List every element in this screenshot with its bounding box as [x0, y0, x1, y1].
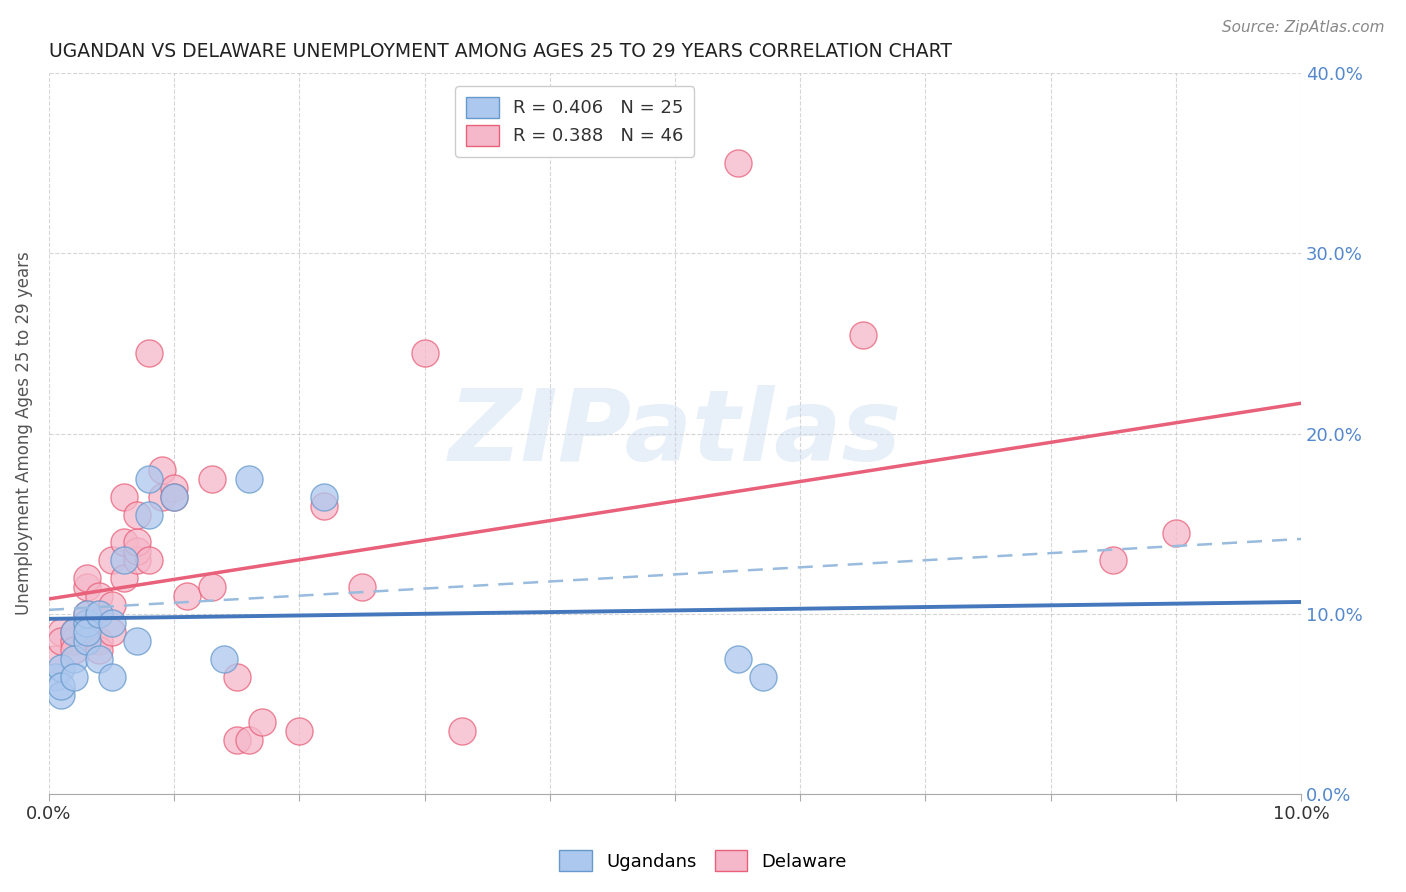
Point: [150, 462, 173, 476]
Point: [44, 670, 66, 684]
Point: [288, 723, 311, 738]
Point: [238, 472, 260, 486]
Point: [76, 607, 98, 621]
Point: [125, 552, 148, 566]
Point: [163, 490, 186, 504]
Point: [87, 633, 110, 648]
Point: [63, 642, 86, 657]
Point: [100, 598, 122, 612]
Point: [163, 481, 186, 495]
Point: [1164, 525, 1187, 540]
Point: [138, 345, 160, 359]
Point: [87, 607, 110, 621]
Point: [314, 490, 336, 504]
Point: [51, 688, 73, 702]
Point: [100, 552, 122, 566]
Point: [76, 624, 98, 639]
Point: [51, 633, 73, 648]
Point: [250, 714, 273, 729]
Point: [214, 651, 236, 665]
Point: [727, 651, 749, 665]
Text: Source: ZipAtlas.com: Source: ZipAtlas.com: [1222, 20, 1385, 35]
Point: [112, 552, 135, 566]
Point: [87, 589, 110, 603]
Point: [87, 651, 110, 665]
Point: [413, 345, 436, 359]
Point: [100, 615, 122, 630]
Point: [138, 552, 160, 566]
Point: [138, 472, 160, 486]
Point: [100, 624, 122, 639]
Point: [751, 670, 773, 684]
Point: [63, 633, 86, 648]
Point: [51, 624, 73, 639]
Point: [1102, 552, 1125, 566]
Point: [76, 571, 98, 585]
Point: [201, 580, 224, 594]
Point: [63, 670, 86, 684]
Point: [87, 642, 110, 657]
Point: [238, 732, 260, 747]
Point: [76, 580, 98, 594]
Point: [225, 732, 247, 747]
Point: [350, 580, 373, 594]
Point: [112, 534, 135, 549]
Point: [100, 670, 122, 684]
Point: [87, 607, 110, 621]
Point: [451, 723, 474, 738]
Point: [225, 670, 247, 684]
Point: [76, 615, 98, 630]
Point: [125, 508, 148, 522]
Y-axis label: Unemployment Among Ages 25 to 29 years: Unemployment Among Ages 25 to 29 years: [15, 252, 32, 615]
Legend: R = 0.406   N = 25, R = 0.388   N = 46: R = 0.406 N = 25, R = 0.388 N = 46: [456, 86, 695, 157]
Point: [63, 624, 86, 639]
Point: [76, 615, 98, 630]
Point: [51, 679, 73, 693]
Text: ZIPatlas: ZIPatlas: [449, 385, 901, 482]
Point: [727, 156, 749, 170]
Point: [314, 499, 336, 513]
Point: [125, 543, 148, 558]
Point: [44, 651, 66, 665]
Text: UGANDAN VS DELAWARE UNEMPLOYMENT AMONG AGES 25 TO 29 YEARS CORRELATION CHART: UGANDAN VS DELAWARE UNEMPLOYMENT AMONG A…: [49, 42, 952, 61]
Legend: Ugandans, Delaware: Ugandans, Delaware: [553, 843, 853, 879]
Point: [51, 660, 73, 674]
Point: [112, 490, 135, 504]
Point: [852, 327, 875, 342]
Point: [163, 490, 186, 504]
Point: [176, 589, 198, 603]
Point: [76, 607, 98, 621]
Point: [63, 651, 86, 665]
Point: [125, 534, 148, 549]
Point: [125, 633, 148, 648]
Point: [112, 571, 135, 585]
Point: [201, 472, 224, 486]
Point: [63, 624, 86, 639]
Point: [138, 508, 160, 522]
Point: [76, 633, 98, 648]
Point: [150, 490, 173, 504]
